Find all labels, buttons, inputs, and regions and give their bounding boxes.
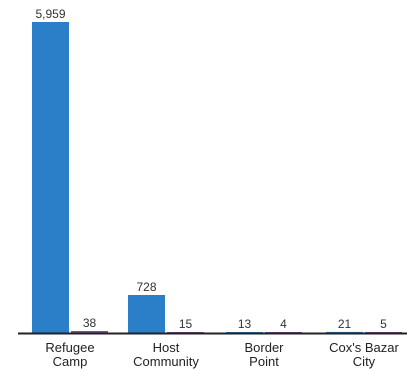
value-label-series1-cat2: 728: [136, 280, 156, 294]
category-label-line1-cat1: Refugee: [45, 340, 94, 355]
bar-series1-cat1: [32, 22, 69, 333]
value-label-series1-cat3: 13: [238, 317, 252, 331]
category-label-line1-cat4: Cox's Bazar: [329, 340, 399, 355]
category-label-line1-cat3: Border: [244, 340, 284, 355]
bar-series1-cat4: [326, 331, 363, 333]
value-label-series2-cat2: 15: [179, 317, 193, 331]
category-label-line2-cat1: Camp: [53, 354, 88, 369]
bars-group: [32, 22, 402, 333]
category-label-line1-cat2: Host: [153, 340, 180, 355]
value-label-series1-cat1: 5,959: [35, 7, 65, 21]
value-label-series1-cat4: 21: [338, 317, 352, 331]
value-label-series2-cat3: 4: [280, 317, 287, 331]
value-label-series2-cat4: 5: [380, 317, 387, 331]
value-label-series2-cat1: 38: [83, 316, 97, 330]
bar-series1-cat2: [128, 295, 165, 333]
category-label-line2-cat3: Point: [249, 354, 279, 369]
bar-series2-cat1: [71, 331, 108, 333]
category-label-line2-cat2: Community: [133, 354, 199, 369]
value-labels-group: 5,959 38 728 15 13 4 21 5: [35, 7, 387, 331]
category-label-line2-cat4: City: [353, 354, 376, 369]
